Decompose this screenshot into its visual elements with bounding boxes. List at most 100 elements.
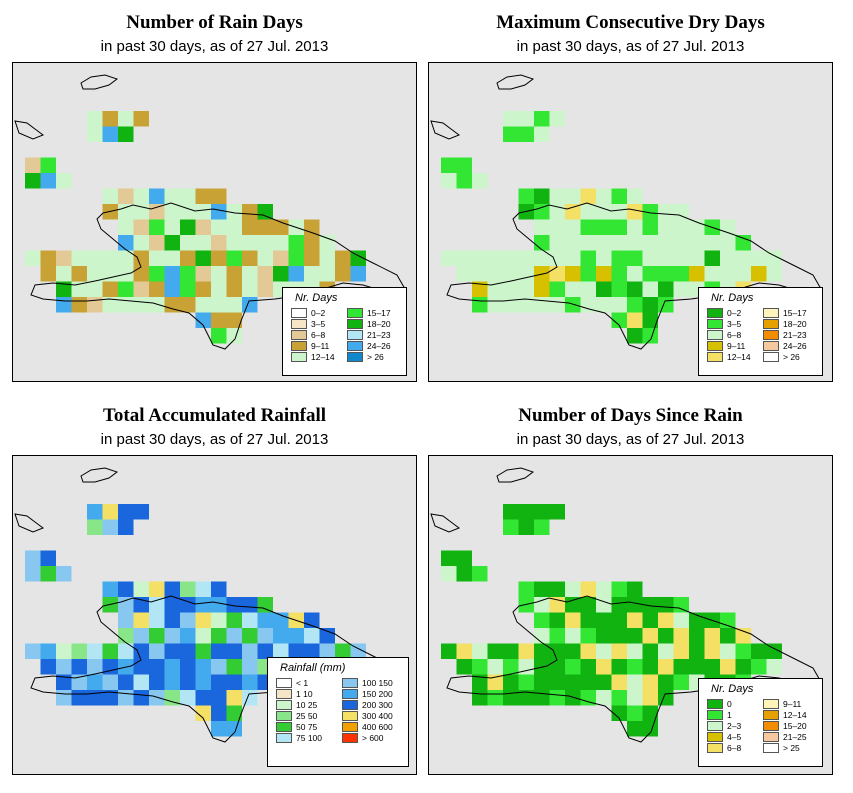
grid-cell: [503, 266, 519, 282]
grid-cell: [87, 674, 103, 690]
grid-cell: [180, 690, 196, 706]
legend-swatch: [342, 733, 358, 743]
legend-label: 200 300: [362, 700, 393, 710]
grid-cell: [242, 204, 258, 220]
grid-cell: [549, 297, 565, 313]
grid-cell: [335, 643, 351, 659]
grid-cell: [596, 612, 612, 628]
panel-rain-days: Number of Rain Days in past 30 days, as …: [12, 12, 417, 382]
grid-cell: [164, 297, 180, 313]
grid-cell: [211, 204, 227, 220]
grid-cell: [133, 235, 149, 251]
legend-swatch: [342, 678, 358, 688]
grid-cell: [226, 328, 242, 344]
grid-cell: [102, 297, 118, 313]
grid-cell: [118, 281, 134, 297]
coastline: [446, 595, 822, 743]
legend-swatch: [707, 352, 723, 362]
grid-cell: [195, 612, 211, 628]
panel-title: Number of Days Since Rain: [518, 405, 743, 426]
grid-cell: [642, 297, 658, 313]
grid-cell: [211, 188, 227, 204]
grid-cell: [71, 266, 87, 282]
grid-cell: [211, 612, 227, 628]
grid-cell: [133, 690, 149, 706]
grid-cell: [503, 659, 519, 675]
grid-cell: [720, 643, 736, 659]
grid-cell: [534, 126, 550, 142]
grid-cell: [580, 250, 596, 266]
legend-label: 21–23: [367, 330, 391, 340]
grid-cell: [25, 566, 41, 582]
grid-cell: [518, 504, 534, 520]
legend-swatch: [276, 722, 292, 732]
legend-label: 100 150: [362, 678, 393, 688]
grid-cell: [596, 674, 612, 690]
grid-cell: [627, 266, 643, 282]
grid-cell: [133, 581, 149, 597]
legend-label: 15–17: [367, 308, 391, 318]
grid-cell: [211, 628, 227, 644]
grid-cell: [534, 111, 550, 127]
legend-swatch: [763, 308, 779, 318]
grid-cell: [56, 643, 72, 659]
grid-cell: [534, 612, 550, 628]
grid-cell: [164, 188, 180, 204]
grid-cell: [40, 659, 56, 675]
grid-cell: [565, 266, 581, 282]
grid-cell: [133, 266, 149, 282]
grid-cell: [580, 235, 596, 251]
grid-cell: [611, 628, 627, 644]
grid-cell: [211, 312, 227, 328]
legend-swatch: [707, 319, 723, 329]
grid-cell: [673, 250, 689, 266]
legend-swatch: [342, 711, 358, 721]
grid-cell: [195, 597, 211, 613]
grid-cell: [102, 674, 118, 690]
grid-cell: [689, 266, 705, 282]
legend-label: 150 200: [362, 689, 393, 699]
grid-cell: [211, 674, 227, 690]
grid-cell: [164, 581, 180, 597]
grid-cell: [689, 659, 705, 675]
grid-cell: [149, 219, 165, 235]
grid-cell: [456, 266, 472, 282]
grid-cell: [56, 266, 72, 282]
grid-cell: [565, 690, 581, 706]
grid-cell: [456, 550, 472, 566]
grid-cell: [180, 281, 196, 297]
legend-label: 18–20: [367, 319, 391, 329]
grid-cell: [580, 281, 596, 297]
grid-cell: [627, 250, 643, 266]
legend-swatch: [763, 341, 779, 351]
grid-cell: [195, 281, 211, 297]
grid-cell: [534, 628, 550, 644]
grid-cell: [257, 204, 273, 220]
grid-cell: [565, 659, 581, 675]
legend-swatch: [707, 743, 723, 753]
grid-cell: [735, 266, 751, 282]
grid-cell: [257, 266, 273, 282]
grid-cell: [133, 674, 149, 690]
grid-cell: [518, 188, 534, 204]
grid-cell: [596, 219, 612, 235]
grid-cell: [180, 235, 196, 251]
grid-cell: [487, 690, 503, 706]
grid-cell: [273, 235, 289, 251]
grid-cell: [40, 157, 56, 173]
panel-title: Number of Rain Days: [126, 12, 303, 33]
grid-cell: [180, 297, 196, 313]
grid-cell: [518, 266, 534, 282]
grid-cell: [211, 581, 227, 597]
legend-swatch: [707, 330, 723, 340]
grid-cell: [580, 643, 596, 659]
grid-cell: [689, 250, 705, 266]
grid-cell: [565, 674, 581, 690]
grid-cell: [149, 281, 165, 297]
grid-cell: [673, 281, 689, 297]
grid-cell: [149, 659, 165, 675]
panel-subtitle: in past 30 days, as of 27 Jul. 2013: [100, 38, 329, 55]
grid-cell: [242, 266, 258, 282]
grid-cell: [534, 519, 550, 535]
grid-cell: [25, 643, 41, 659]
